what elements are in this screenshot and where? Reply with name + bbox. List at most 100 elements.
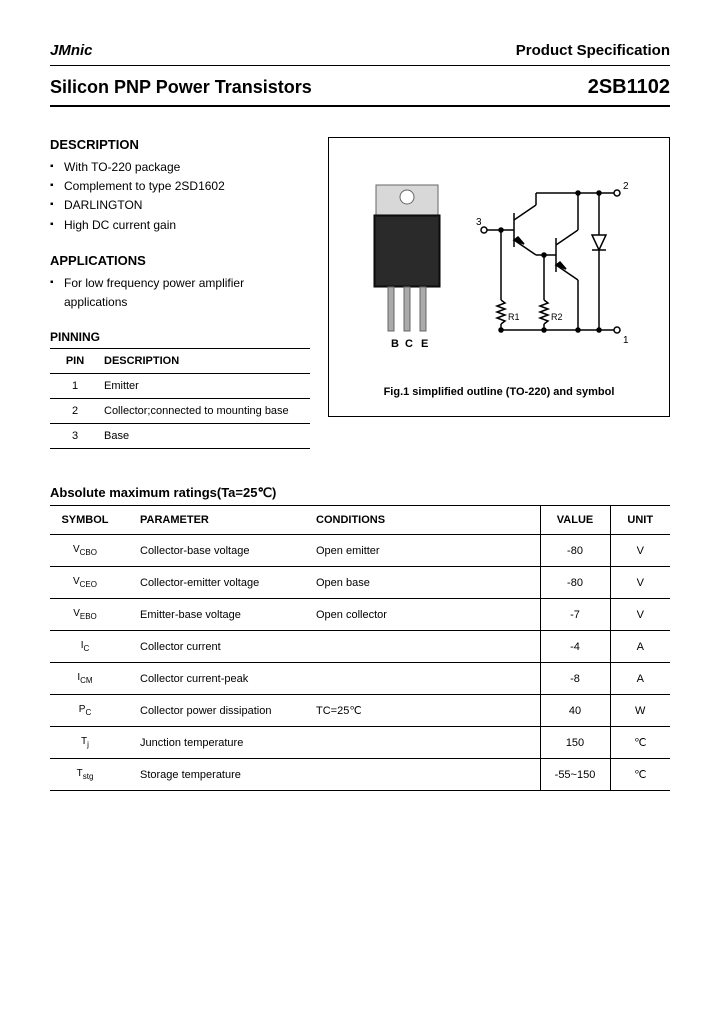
ratings-value: -8 <box>540 663 610 695</box>
ratings-col-unit: UNIT <box>610 506 670 535</box>
pin-desc: Emitter <box>100 374 310 399</box>
pin-col-pin: PIN <box>50 349 100 374</box>
circuit-symbol-icon: 3 2 1 R1 R2 <box>474 175 644 355</box>
ratings-col-conditions: CONDITIONS <box>310 506 540 535</box>
pin-num: 1 <box>50 374 100 399</box>
ratings-value: -4 <box>540 631 610 663</box>
ratings-row: ICCollector current -4A <box>50 631 670 663</box>
pin-label-e: E <box>421 338 428 350</box>
ratings-symbol: VCEO <box>50 567 120 599</box>
ratings-condition <box>310 727 540 759</box>
ratings-row: VCEOCollector-emitter voltageOpen base-8… <box>50 567 670 599</box>
ratings-parameter: Collector current <box>120 631 310 663</box>
package-drawing-icon: B C E <box>354 175 464 355</box>
ratings-col-symbol: SYMBOL <box>50 506 120 535</box>
ratings-symbol: Tj <box>50 727 120 759</box>
pin-label-b: B <box>391 338 399 350</box>
ratings-condition: Open emitter <box>310 535 540 567</box>
ratings-parameter: Collector current-peak <box>120 663 310 695</box>
title-row: Silicon PNP Power Transistors 2SB1102 <box>50 76 670 107</box>
description-heading: DESCRIPTION <box>50 137 310 152</box>
ratings-col-value: VALUE <box>540 506 610 535</box>
pin-desc: Base <box>100 424 310 449</box>
ratings-row: ICMCollector current-peak -8A <box>50 663 670 695</box>
figure-caption: Fig.1 simplified outline (TO-220) and sy… <box>339 386 659 398</box>
ratings-row: VCBOCollector-base voltageOpen emitter-8… <box>50 535 670 567</box>
applications-heading: APPLICATIONS <box>50 253 310 268</box>
left-column: DESCRIPTION With TO-220 package Compleme… <box>50 137 310 449</box>
product-name: Silicon PNP Power Transistors <box>50 77 312 98</box>
ratings-value: -80 <box>540 567 610 599</box>
ratings-condition: Open base <box>310 567 540 599</box>
ratings-symbol: VCBO <box>50 535 120 567</box>
ratings-symbol: PC <box>50 695 120 727</box>
pin-num: 3 <box>50 424 100 449</box>
ratings-condition <box>310 663 540 695</box>
resistor-r1-label: R1 <box>508 312 520 322</box>
pin-col-desc: DESCRIPTION <box>100 349 310 374</box>
datasheet-page: JMnic Product Specification Silicon PNP … <box>0 0 720 1012</box>
pin-row: 3 Base <box>50 424 310 449</box>
ratings-unit: V <box>610 535 670 567</box>
ratings-unit: ℃ <box>610 759 670 791</box>
pin-desc: Collector;connected to mounting base <box>100 399 310 424</box>
figure-inner: B C E <box>339 150 659 380</box>
pin-num: 2 <box>50 399 100 424</box>
terminal-1-label: 1 <box>623 335 629 346</box>
applications-item: For low frequency power amplifier applic… <box>50 274 310 312</box>
header: JMnic Product Specification <box>50 42 670 66</box>
description-item: Complement to type 2SD1602 <box>50 177 310 196</box>
ratings-unit: A <box>610 631 670 663</box>
ratings-condition: Open collector <box>310 599 540 631</box>
pin-row: 1 Emitter <box>50 374 310 399</box>
ratings-parameter: Collector-emitter voltage <box>120 567 310 599</box>
ratings-value: 150 <box>540 727 610 759</box>
description-item: DARLINGTON <box>50 196 310 215</box>
ratings-symbol: VEBO <box>50 599 120 631</box>
ratings-parameter: Collector-base voltage <box>120 535 310 567</box>
ratings-heading: Absolute maximum ratings(Ta=25℃) <box>50 485 670 501</box>
ratings-col-parameter: PARAMETER <box>120 506 310 535</box>
ratings-symbol: ICM <box>50 663 120 695</box>
ratings-row: VEBOEmitter-base voltageOpen collector-7… <box>50 599 670 631</box>
ratings-symbol: IC <box>50 631 120 663</box>
pin-row: 2 Collector;connected to mounting base <box>50 399 310 424</box>
ratings-parameter: Storage temperature <box>120 759 310 791</box>
ratings-row: TjJunction temperature 150℃ <box>50 727 670 759</box>
ratings-unit: V <box>610 599 670 631</box>
content-columns: DESCRIPTION With TO-220 package Compleme… <box>50 137 670 449</box>
ratings-value: -80 <box>540 535 610 567</box>
ratings-unit: W <box>610 695 670 727</box>
spec-label: Product Specification <box>516 42 670 59</box>
ratings-row: TstgStorage temperature -55~150℃ <box>50 759 670 791</box>
ratings-parameter: Emitter-base voltage <box>120 599 310 631</box>
ratings-value: -7 <box>540 599 610 631</box>
brand-logo: JMnic <box>50 42 93 59</box>
applications-list: For low frequency power amplifier applic… <box>50 274 310 312</box>
ratings-row: PCCollector power dissipationTC=25℃40W <box>50 695 670 727</box>
ratings-value: -55~150 <box>540 759 610 791</box>
ratings-unit: V <box>610 567 670 599</box>
terminal-2-label: 2 <box>623 181 629 192</box>
ratings-unit: ℃ <box>610 727 670 759</box>
right-column: B C E <box>328 137 670 449</box>
description-list: With TO-220 package Complement to type 2… <box>50 158 310 235</box>
pin-label-c: C <box>405 338 413 350</box>
pinning-heading: PINNING <box>50 330 310 344</box>
ratings-symbol: Tstg <box>50 759 120 791</box>
description-item: High DC current gain <box>50 216 310 235</box>
ratings-parameter: Collector power dissipation <box>120 695 310 727</box>
ratings-value: 40 <box>540 695 610 727</box>
ratings-table: SYMBOL PARAMETER CONDITIONS VALUE UNIT V… <box>50 505 670 791</box>
ratings-condition <box>310 631 540 663</box>
ratings-condition: TC=25℃ <box>310 695 540 727</box>
description-item: With TO-220 package <box>50 158 310 177</box>
pinning-table: PIN DESCRIPTION 1 Emitter 2 Collector;co… <box>50 348 310 449</box>
figure-box: B C E <box>328 137 670 417</box>
ratings-parameter: Junction temperature <box>120 727 310 759</box>
part-number: 2SB1102 <box>588 76 670 99</box>
resistor-r2-label: R2 <box>551 312 563 322</box>
ratings-unit: A <box>610 663 670 695</box>
ratings-condition <box>310 759 540 791</box>
terminal-3-label: 3 <box>476 217 482 228</box>
